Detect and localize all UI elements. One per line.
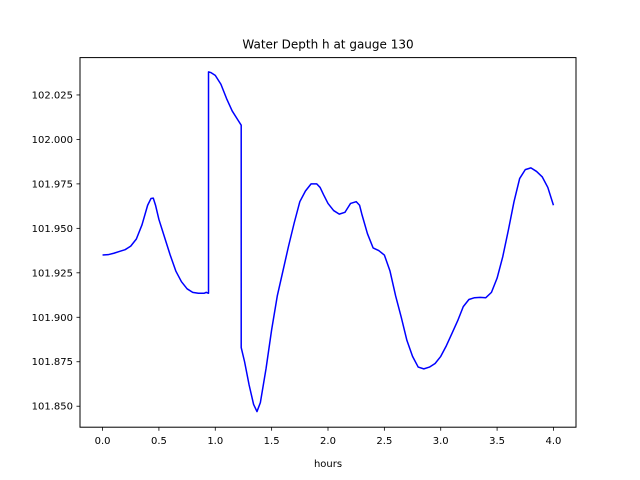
y-tick-label: 101.975 — [32, 179, 73, 190]
y-tick-label: 101.925 — [32, 268, 73, 279]
y-tick-label: 101.850 — [32, 402, 73, 413]
x-tick-label: 2.5 — [376, 436, 392, 447]
series-line — [102, 71, 555, 413]
x-tick-label: 1.5 — [264, 436, 280, 447]
x-tick-label: 0.5 — [151, 436, 167, 447]
x-tick-label: 1.0 — [207, 436, 223, 447]
y-tick-label: 102.000 — [32, 135, 73, 146]
x-tick-label: 0.0 — [95, 436, 111, 447]
x-tick-label: 3.5 — [489, 436, 505, 447]
y-tick-label: 102.025 — [32, 90, 73, 101]
chart-title: Water Depth h at gauge 130 — [242, 38, 413, 52]
y-tick-label: 101.900 — [32, 313, 73, 324]
y-tick-label: 101.875 — [32, 357, 73, 368]
x-axis-label: hours — [314, 459, 342, 470]
x-axis: 0.0 0.5 1.0 1.5 2.0 2.5 3.0 3.5 4.0 — [95, 427, 562, 447]
x-tick-label: 2.0 — [320, 436, 336, 447]
x-tick-label: 4.0 — [546, 436, 562, 447]
y-axis: 101.850 101.875 101.900 101.925 101.950 101.9… — [32, 90, 80, 413]
x-tick-label: 3.0 — [433, 436, 449, 447]
y-tick-label: 101.950 — [32, 224, 73, 235]
